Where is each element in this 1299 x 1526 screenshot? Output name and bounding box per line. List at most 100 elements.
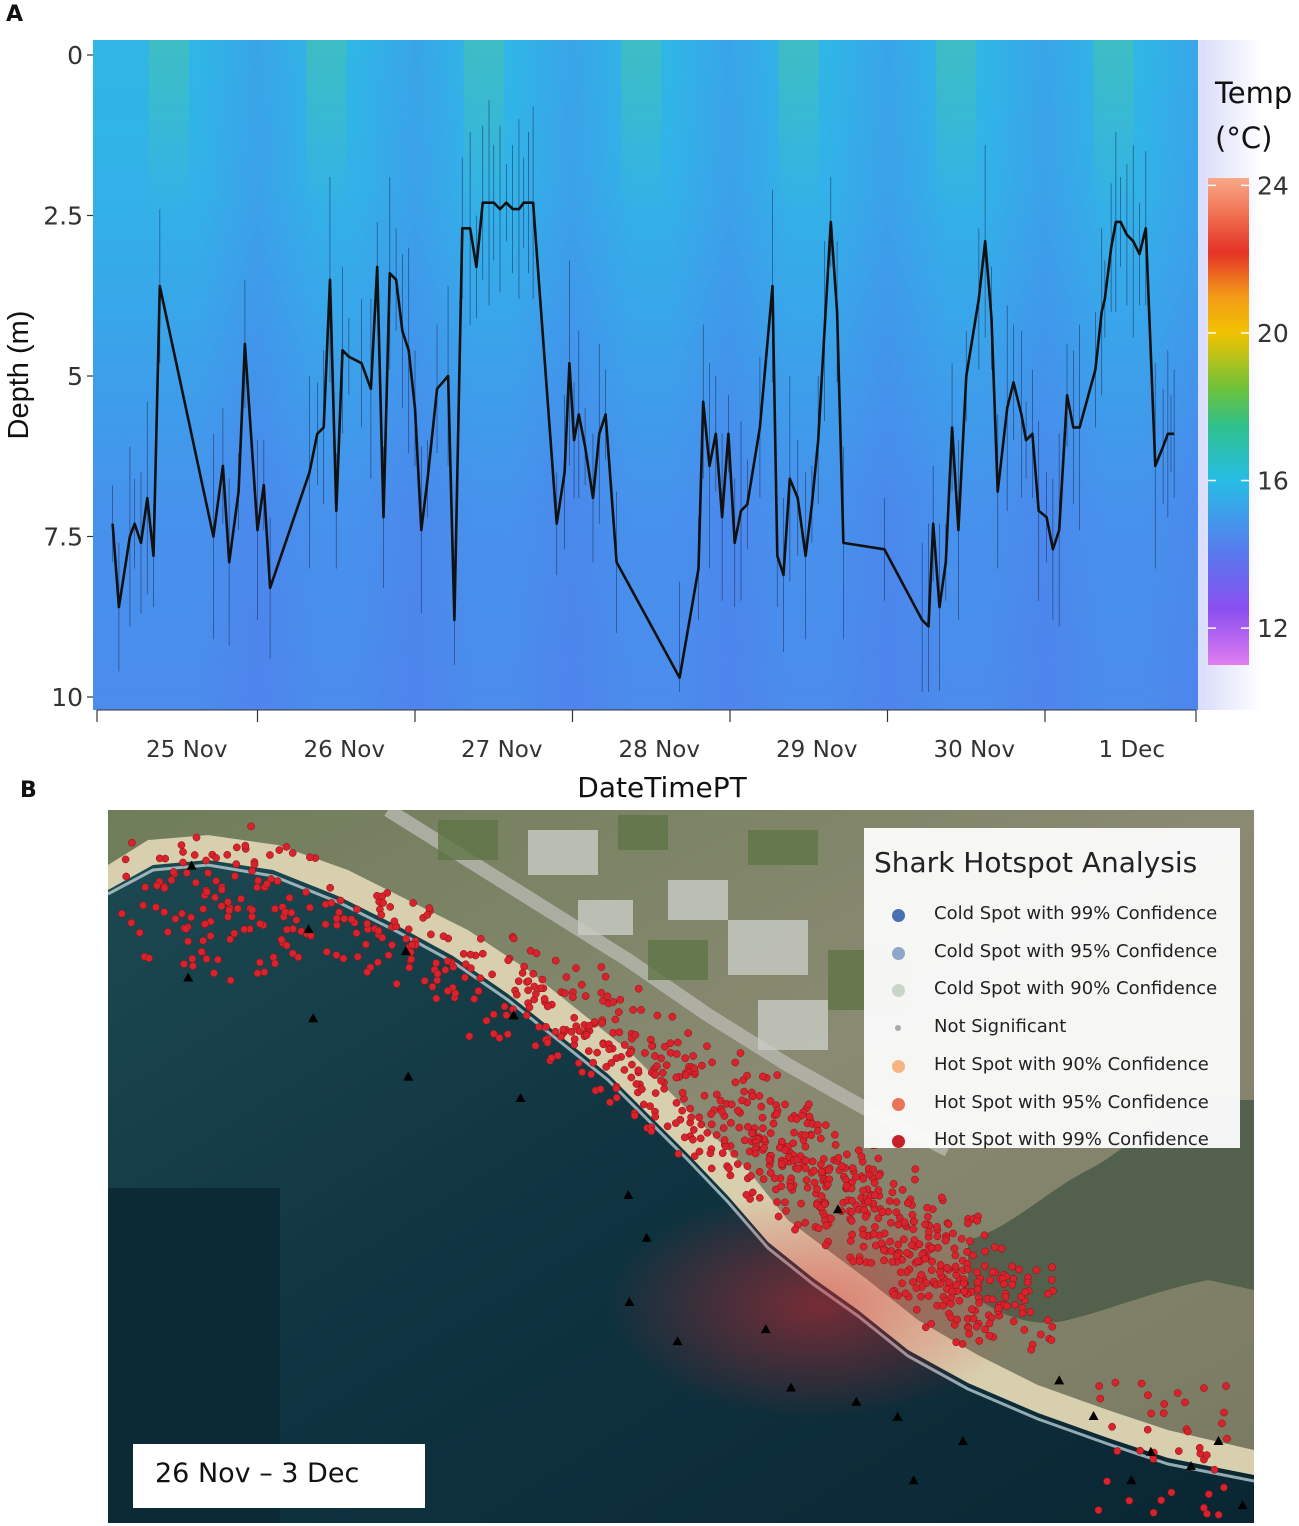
hot-spot-point [503, 1030, 512, 1039]
hot-spot-point [707, 1120, 716, 1129]
hot-spot-point [612, 1054, 621, 1063]
hot-spot-point [392, 980, 401, 988]
hot-spot-point [332, 951, 341, 959]
hot-spot-point [910, 1217, 918, 1226]
receiver-marker [908, 1475, 919, 1485]
hot-spot-point [277, 935, 286, 944]
hot-spot-point [171, 915, 180, 923]
hot-spot-point [944, 1220, 953, 1228]
hot-spot-point [451, 989, 460, 998]
hot-spot-point [760, 1143, 768, 1152]
hot-spot-point [936, 1261, 945, 1269]
hot-spot-point [686, 1104, 694, 1113]
hot-spot-point [908, 1241, 916, 1250]
hot-spot-point [139, 901, 147, 910]
hot-spot-point [237, 895, 245, 903]
hot-spot-point [260, 968, 269, 976]
hot-spot-point [248, 867, 256, 875]
legend-item: Hot Spot with 95% Confidence [864, 1092, 1240, 1122]
hot-spot-point [672, 1073, 681, 1082]
hot-spot-point [981, 1325, 989, 1334]
hot-spot-point [997, 1244, 1006, 1253]
hot-spot-point [1144, 1391, 1152, 1400]
receiver-marker [400, 946, 411, 956]
hot-spot-point [915, 1240, 924, 1249]
hot-spot-point [597, 963, 606, 971]
hot-spot-point [755, 1193, 764, 1202]
hot-spot-point [821, 1121, 830, 1129]
hot-spot-point [894, 1220, 903, 1229]
receiver-marker [623, 1190, 634, 1200]
hot-spot-point [718, 1149, 727, 1158]
hot-spot-point [489, 1010, 498, 1019]
hot-spot-point [653, 1062, 661, 1070]
hot-spot-point [160, 908, 169, 916]
hot-spot-point [232, 860, 241, 868]
legend-label: Cold Spot with 99% Confidence [934, 903, 1218, 924]
hot-spot-point [352, 929, 361, 937]
hot-spot-point [377, 911, 386, 919]
hot-spot-point [1036, 1330, 1045, 1339]
hot-spot-point [163, 928, 172, 936]
hot-spot-point [952, 1280, 961, 1289]
hot-spot-point [226, 976, 235, 985]
hot-spot-point [223, 850, 232, 859]
farm-field [748, 830, 818, 865]
hot-spot-point [384, 951, 393, 960]
hot-spot-point [903, 1248, 911, 1257]
hot-spot-point [306, 853, 314, 862]
hot-spot-point [720, 1136, 729, 1144]
hot-spot-point [969, 1251, 977, 1260]
hot-spot-point [651, 1089, 660, 1097]
hot-spot-point [973, 1268, 981, 1277]
farm-field [438, 820, 498, 860]
hot-spot-point [1143, 1425, 1152, 1434]
hot-spot-point [743, 1162, 752, 1171]
hot-spot-point [658, 1068, 667, 1077]
heatmap-cool-band [512, 40, 633, 710]
hot-spot-point [927, 1243, 936, 1252]
x-tick-label: 26 Nov [304, 737, 385, 763]
hot-spot-point [525, 1003, 534, 1012]
y-tick-label: 0 [67, 41, 83, 70]
hot-spot-point [687, 1113, 695, 1122]
hot-spot-point [187, 913, 195, 922]
hot-spot-point [792, 1115, 801, 1123]
colorbar-tick-label: 12 [1257, 614, 1289, 643]
hot-spot-point [212, 854, 220, 862]
hot-spot-point [230, 929, 239, 938]
hot-spot-point [1111, 1378, 1120, 1387]
hot-spot-point [1167, 1488, 1176, 1497]
hot-spot-point [476, 934, 485, 943]
hot-spot-point [1108, 1422, 1116, 1431]
hot-spot-point [695, 1147, 704, 1156]
hot-spot-point [1026, 1308, 1035, 1316]
hot-spot-point [532, 989, 540, 998]
hot-spot-point [793, 1155, 801, 1164]
hot-spot-point [1008, 1280, 1017, 1289]
hot-spot-point [439, 932, 448, 941]
hot-spot-point [870, 1179, 879, 1187]
hot-spot-point [1103, 1477, 1111, 1486]
hot-spot-point [831, 1130, 839, 1139]
hot-spot-point [718, 1107, 726, 1116]
hot-spot-point [924, 1212, 932, 1221]
legend-item: Hot Spot with 90% Confidence [864, 1054, 1240, 1084]
hot-spot-point [627, 1073, 636, 1082]
hot-spot-point [322, 948, 331, 956]
hot-spot-point [340, 914, 348, 923]
legend-item: Not Significant [864, 1016, 1240, 1046]
hot-spot-point [838, 1162, 846, 1170]
hot-spot-point [543, 1038, 552, 1047]
colorbar-ticks: 12 16 20 24 [1208, 171, 1289, 643]
hot-spot-point [1159, 1409, 1168, 1417]
legend-item: Cold Spot with 99% Confidence [864, 903, 1240, 933]
hot-spot-point [928, 1257, 936, 1266]
hot-spot-point [671, 1119, 680, 1128]
hot-spot-point [353, 905, 361, 914]
legend-label: Hot Spot with 95% Confidence [934, 1091, 1209, 1113]
hot-spot-point [901, 1289, 910, 1298]
hot-spot-point [985, 1331, 994, 1340]
hot-spot-point [960, 1279, 968, 1288]
y-axis-title: Depth (m) [3, 311, 35, 440]
